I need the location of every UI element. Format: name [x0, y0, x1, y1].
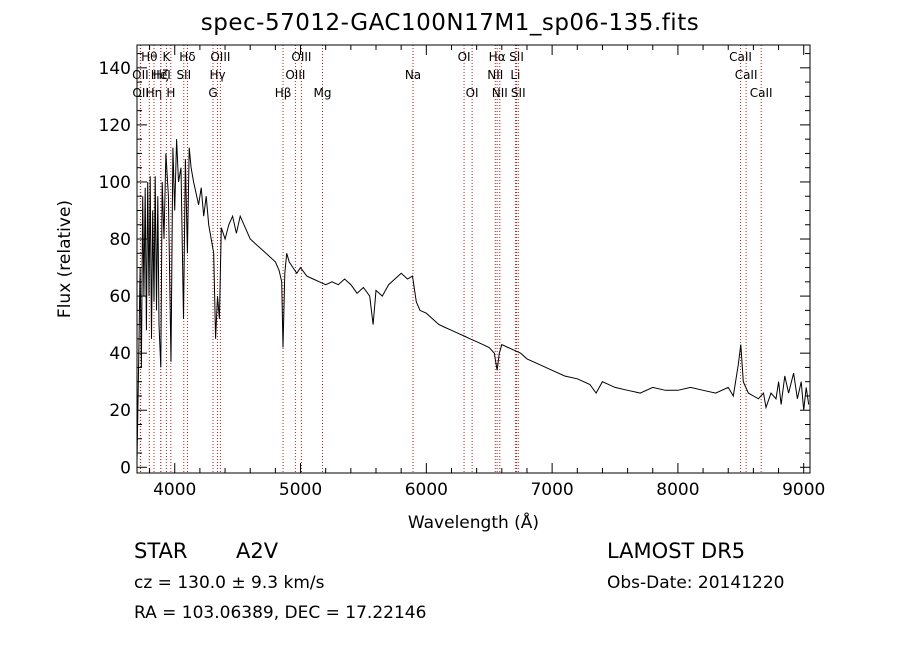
y-tick-label: 40	[109, 344, 131, 364]
spectral-line-label: SII	[509, 50, 524, 64]
spectral-line-label: Hη	[146, 86, 163, 100]
object-class: STAR	[134, 539, 188, 563]
spectral-line-label: H	[166, 86, 175, 100]
spectral-line-label: Hβ	[275, 86, 292, 100]
spectral-line-label: CaII	[750, 86, 773, 100]
spectral-line-label: K	[162, 50, 171, 64]
spectral-line-label: NII	[492, 86, 508, 100]
spectral-line-label: OI	[466, 86, 479, 100]
spectral-line-label: OIII	[210, 50, 230, 64]
spectral-line-label: Li	[510, 68, 520, 82]
y-tick-label: 100	[99, 173, 131, 193]
plot-frame	[136, 44, 811, 474]
y-tick-label: 20	[109, 401, 131, 421]
survey-name: LAMOST DR5	[607, 539, 746, 563]
x-tick-label: 7000	[530, 480, 573, 500]
x-tick-label: 5000	[279, 480, 322, 500]
spectral-line-label: Hθ	[141, 50, 157, 64]
spectral-line-label: Hα	[489, 50, 506, 64]
x-tick-label: 9000	[782, 480, 825, 500]
x-tick-label: 4000	[153, 480, 196, 500]
spectral-line-label: Na	[405, 68, 421, 82]
observation-date: Obs-Date: 20141220	[607, 573, 785, 593]
y-tick-label: 0	[120, 458, 131, 478]
object-subclass: A2V	[236, 539, 279, 563]
x-tick-label: 8000	[656, 480, 699, 500]
spectral-line-label: SII	[511, 86, 526, 100]
spectral-line-label: NII	[487, 68, 503, 82]
spectral-line-label: CaII	[729, 50, 752, 64]
x-tick-label: 6000	[405, 480, 448, 500]
spectral-line-label: OIII	[291, 50, 311, 64]
y-tick-label: 60	[109, 287, 131, 307]
spectral-line-label: Hδ	[179, 50, 195, 64]
axes: 4000 5000 6000 7000 8000 9000 0 20 40 60 80 100 120 1…	[99, 45, 825, 500]
spectral-line-label: CaII	[735, 68, 758, 82]
redshift-velocity: cz = 130.0 ± 9.3 km/s	[134, 573, 325, 593]
spectral-line-label: OI	[458, 50, 471, 64]
x-axis-label: Wavelength (Å)	[408, 511, 539, 533]
y-axis-label: Flux (relative)	[55, 200, 75, 318]
spectral-line-label: OIII	[285, 68, 305, 82]
y-tick-label: 80	[109, 230, 131, 250]
ra-dec-coordinates: RA = 103.06389, DEC = 17.22146	[134, 603, 427, 623]
spectral-line-label: Mg	[314, 86, 332, 100]
spectral-line-label: Hγ	[209, 68, 225, 82]
spectrum-line	[136, 139, 810, 462]
y-tick-label: 140	[99, 59, 131, 79]
spectral-line-label: HeI	[151, 68, 171, 82]
spectral-line-label: SII	[176, 68, 191, 82]
spectral-line-label: G	[208, 86, 217, 100]
y-tick-label: 120	[99, 116, 131, 136]
chart-title: spec-57012-GAC100N17M1_sp06-135.fits	[200, 10, 700, 36]
